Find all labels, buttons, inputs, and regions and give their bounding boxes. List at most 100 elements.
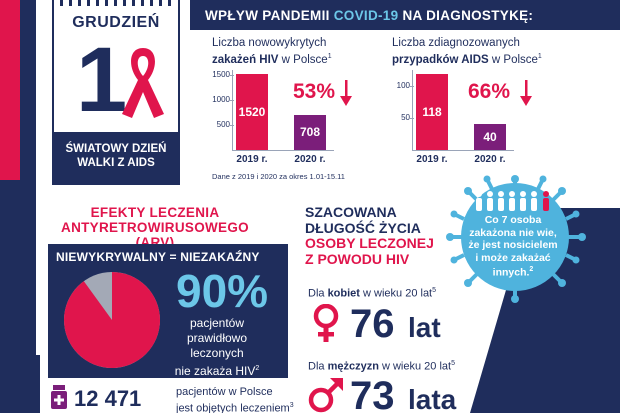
aids-x-axis <box>412 150 514 151</box>
arv-desc-line2: prawidłowo <box>186 331 248 345</box>
women-label-pre: Dla <box>308 287 328 300</box>
hiv-label-rest: w Polsce <box>278 53 328 66</box>
aids-x-tick-label: 2019 r. <box>416 154 448 165</box>
treated-count: 12 471 <box>74 386 142 411</box>
virus-line4: i może zakażać <box>475 251 551 264</box>
women-unit: lat <box>408 312 441 343</box>
hiv-y-tick <box>230 125 234 126</box>
hiv-x-axis <box>232 150 334 151</box>
virus-line3: że jest nosicielem <box>468 239 558 251</box>
treated-description: pacjentów w Polsce jest objętych leczeni… <box>176 386 294 413</box>
aids-label-sup: 1 <box>537 53 542 60</box>
arv-desc-sup: 2 <box>255 365 260 372</box>
arv-desc-line4: nie zakaża HIV <box>174 364 256 378</box>
calendar-rings <box>60 0 172 6</box>
medicine-bottle-icon <box>51 385 67 409</box>
header-title-highlight: COVID-19 <box>333 8 399 23</box>
hiv-bar-1: 1520 <box>236 74 268 150</box>
hiv-bar-value-label: 1520 <box>238 105 266 119</box>
virus-line5: innych. <box>492 266 530 279</box>
arv-title-line1: EFEKTY LECZENIA <box>90 205 220 220</box>
aids-arrow-down-icon <box>520 80 532 106</box>
pie-main-slice <box>64 272 160 368</box>
hiv-label-bold: zakażeń HIV <box>212 53 279 66</box>
treated-desc-line2: jest objętych leczeniem <box>176 402 290 413</box>
arv-heading: NIEWYKRYWALNY = NIEZAKAŹNY <box>56 250 260 264</box>
arv-description: pacjentów prawidłowo leczonych nie zakaż… <box>158 316 276 379</box>
hiv-arrow-down-icon <box>340 80 352 106</box>
aids-y-axis <box>412 70 413 150</box>
virus-line2: zakażona nie wie, <box>469 226 557 239</box>
hiv-percent: 53% <box>293 80 336 103</box>
hiv-bar-2: 708 <box>294 114 326 150</box>
data-footnote: Dane z 2019 i 2020 za okres 1.01-15.11 <box>212 172 345 181</box>
people-icons <box>476 191 549 211</box>
women-value: 76 <box>350 302 395 346</box>
aids-label-rest: w Polsce <box>488 53 538 66</box>
men-sup: 5 <box>451 360 455 367</box>
aids-percent: 66% <box>468 80 511 103</box>
calendar-month: GRUDZIEŃ <box>72 14 160 31</box>
men-label-bold: mężczyzn <box>327 360 379 373</box>
arv-title: EFEKTY LECZENIA ANTYRETROWIRUSOWEGO (ARV… <box>40 205 270 250</box>
hiv-panel-label: Liczba nowowykrytych zakażeń HIV w Polsc… <box>212 36 332 67</box>
calendar-caption-line2: WALKI Z AIDS <box>77 157 155 169</box>
life-title-line3: OSOBY LECZONEJ <box>305 235 434 251</box>
hiv-y-tick-label: 1000 <box>212 95 230 104</box>
calendar-caption: ŚWIATOWY DZIEŃ WALKI Z AIDS <box>54 132 178 183</box>
virus-sup: 2 <box>529 266 534 273</box>
life-title-line2: DŁUGOŚĆ ŻYCIA <box>305 219 421 236</box>
header-title-after: NA DIAGNOSTYKĘ: <box>398 8 534 23</box>
aids-label-bold: przypadków AIDS <box>392 53 489 66</box>
arv-desc-line3: leczonych <box>190 346 244 360</box>
hiv-label-sup: 1 <box>327 53 332 60</box>
treated-desc-line1: pacjentów w Polsce <box>176 386 273 398</box>
header-band <box>190 0 620 30</box>
left-red-strip <box>0 0 20 180</box>
treated-desc-sup: 3 <box>289 402 294 409</box>
women-label-post: w wieku 20 lat <box>359 287 433 300</box>
aids-y-tick-label: 50 <box>401 113 410 122</box>
hiv-x-tick-label: 2019 r. <box>236 154 268 165</box>
header-title-before: WPŁYW PANDEMII <box>205 8 334 23</box>
men-label: Dla mężczyzn w wieku 20 lat5 <box>308 360 455 373</box>
header-title: WPŁYW PANDEMII COVID-19 NA DIAGNOSTYKĘ: <box>205 8 533 23</box>
women-sup: 5 <box>432 287 437 294</box>
virus-line1: Co 7 osoba <box>484 214 542 226</box>
arv-pie-chart <box>64 272 160 368</box>
life-title-line4: Z POWODU HIV <box>305 250 410 267</box>
calendar-caption-line1: ŚWIATOWY DZIEŃ <box>65 143 167 155</box>
life-expectancy-title: SZACOWANA DŁUGOŚĆ ŻYCIA OSOBY LECZONEJ Z… <box>305 204 434 267</box>
arv-desc-line1: pacjentów <box>189 316 245 330</box>
aids-ribbon-icon <box>122 48 164 118</box>
calendar-card: GRUDZIEŃ 1 ŚWIATOWY DZIEŃ WALKI Z AIDS <box>52 0 180 185</box>
arv-big-value: 90% <box>176 265 269 317</box>
hiv-y-tick-label: 1500 <box>212 70 230 79</box>
women-label-bold: kobiet <box>327 287 360 300</box>
aids-y-tick-label: 100 <box>396 81 410 90</box>
hiv-y-axis <box>232 70 233 150</box>
men-label-pre: Dla <box>308 360 328 373</box>
aids-bar-value-label: 118 <box>422 105 442 120</box>
calendar-day: 1 <box>76 29 128 131</box>
hiv-x-tick-label: 2020 r. <box>294 154 326 165</box>
hiv-bar-value-label: 708 <box>299 125 321 140</box>
men-unit: lata <box>408 384 457 413</box>
hiv-label-line1: Liczba nowowykrytych <box>212 37 327 49</box>
hiv-y-tick <box>230 100 234 101</box>
bottom-left-dark-area <box>0 355 40 413</box>
aids-panel-label: Liczba zdiagnozowanych przypadków AIDS w… <box>392 36 542 67</box>
aids-x-tick-label: 2020 r. <box>474 154 506 165</box>
aids-bar-value-label: 40 <box>483 130 497 145</box>
men-label-post: w wieku 20 lat <box>378 360 452 373</box>
men-value: 73 <box>350 374 395 413</box>
aids-label-line1: Liczba zdiagnozowanych <box>392 37 520 49</box>
aids-y-tick <box>410 118 414 119</box>
hiv-y-tick <box>230 75 234 76</box>
aids-bar-2: 40 <box>474 124 506 150</box>
life-title-line1: SZACOWANA <box>305 204 397 220</box>
hiv-y-tick-label: 500 <box>216 120 230 129</box>
women-label: Dla kobiet w wieku 20 lat5 <box>308 287 436 300</box>
female-symbol-icon <box>313 304 339 342</box>
male-symbol-icon <box>308 378 343 413</box>
